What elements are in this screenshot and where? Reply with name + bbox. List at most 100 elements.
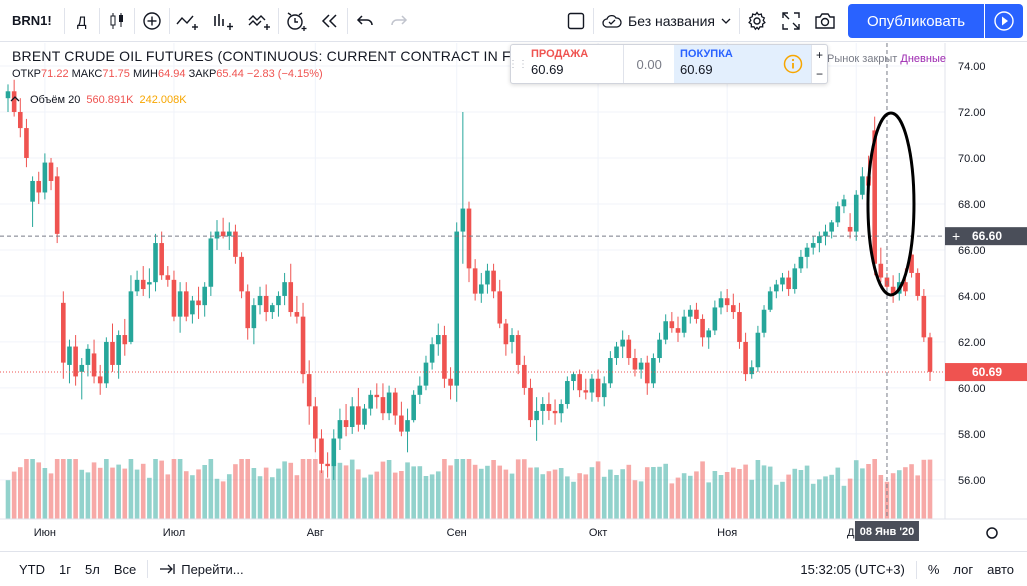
candle-body (386, 392, 392, 414)
candle-body (17, 111, 23, 129)
time-axis[interactable]: ИюнИюлАвгСенОктНояДек08 Янв '20 (0, 518, 1027, 541)
volume-bar (386, 460, 392, 519)
candle-body (700, 318, 705, 338)
candle-body (91, 353, 97, 377)
candle-body (61, 302, 66, 363)
plus-icon[interactable]: + (816, 47, 824, 62)
candle-body (663, 321, 668, 340)
volume-bar (220, 481, 226, 519)
volume-bar (927, 459, 933, 519)
waves-plus-icon (248, 14, 270, 30)
layout-name-menu[interactable]: Без названия (594, 0, 739, 42)
candle-body (878, 263, 884, 278)
financials-button[interactable] (206, 0, 242, 42)
volume-bar (669, 483, 675, 519)
interval-button[interactable]: Д (76, 12, 87, 29)
range-ytd[interactable]: YTD (19, 561, 45, 577)
divider (593, 7, 595, 34)
volume-bar (85, 472, 91, 519)
fullscreen-button[interactable] (774, 0, 808, 42)
minus-icon[interactable]: − (816, 66, 824, 81)
replay-button[interactable] (313, 0, 347, 42)
price-chart[interactable]: 74.00 72.00 70.00 68.00 66.00 64.00 62.00 60.00… (0, 43, 1027, 551)
candle-body (546, 404, 552, 411)
range-1y[interactable]: 1г (59, 561, 71, 577)
volume-bar (233, 464, 238, 519)
volume-bar (165, 474, 171, 519)
candle-body (442, 335, 447, 379)
redo-button[interactable] (382, 0, 416, 42)
range-all[interactable]: Все (113, 561, 137, 577)
symbol-search[interactable]: BRN1! (12, 12, 52, 28)
indicators-button[interactable] (170, 0, 206, 42)
candle-body (485, 270, 490, 285)
candle-body (921, 295, 927, 338)
candle-body (835, 206, 841, 223)
auto-toggle[interactable]: авто (987, 562, 1014, 577)
sell-button[interactable]: ПРОДАЖА 60.69 (525, 45, 625, 83)
quantity-stepper: + − (811, 45, 827, 83)
candle-body (325, 463, 330, 467)
buy-button[interactable]: ПОКУПКА 60.69 (674, 45, 776, 83)
candle-body (36, 180, 42, 193)
info-button[interactable] (775, 45, 812, 83)
goto-date-label: Перейти... (181, 561, 244, 577)
last-price-label: 60.69 (972, 365, 1002, 379)
volume-bar (214, 478, 220, 519)
volume-bar (282, 461, 287, 519)
plus-circle-icon (143, 11, 161, 30)
volume-bar (17, 467, 23, 519)
volume-bar (79, 469, 85, 519)
volume-bar (405, 462, 410, 519)
volume-bar (411, 466, 416, 519)
volume-bar (595, 461, 601, 519)
price-tick-label: 60.00 (958, 383, 986, 395)
candle-body (681, 316, 687, 333)
volume-bar (804, 465, 810, 519)
percent-toggle[interactable]: % (927, 562, 940, 577)
volume-bar (651, 467, 656, 519)
volume-bar (866, 464, 871, 519)
publish-button[interactable]: Опубликовать (848, 4, 984, 38)
goto-date-button[interactable]: Перейти... (152, 562, 250, 577)
square-icon (567, 12, 585, 29)
volume-bar (226, 474, 232, 519)
divider (98, 7, 100, 34)
alert-button[interactable] (279, 0, 313, 42)
candle-body (460, 208, 466, 232)
symbol-title: BRENT CRUDE OIL FUTURES (CONTINUOUS: CUR… (12, 48, 515, 64)
chart-style-button[interactable] (100, 0, 134, 42)
snapshot-button[interactable] (808, 0, 842, 42)
close-label: ЗАКР (188, 68, 217, 80)
volume-bar (675, 477, 681, 519)
templates-button[interactable] (242, 0, 278, 42)
candle-body (165, 275, 171, 280)
volume-bar (472, 464, 478, 519)
volume-bar (478, 468, 484, 519)
compare-button[interactable] (135, 0, 169, 42)
candle-body (368, 394, 373, 409)
price-axis[interactable]: 74.00 72.00 70.00 68.00 66.00 64.00 62.00 60.00… (944, 43, 1027, 519)
candle-body (5, 91, 11, 99)
indicators-icon (176, 15, 198, 30)
rewind-icon (321, 13, 337, 28)
volume-value: 560.891K (86, 94, 134, 106)
volume-bar (313, 459, 318, 519)
volume-bar (48, 473, 54, 519)
range-5y[interactable]: 5л (84, 561, 100, 577)
axis-settings-gear-icon[interactable] (986, 527, 998, 539)
volume-bar (177, 459, 183, 519)
settings-button[interactable] (740, 0, 774, 42)
clock-time[interactable]: 15:32:05 (UTC+3) (800, 562, 905, 577)
collapse-legend-button[interactable] (0, 94, 30, 106)
log-toggle[interactable]: лог (953, 562, 974, 577)
volume-bar (583, 474, 589, 519)
candle-body (104, 341, 109, 384)
candle-body (595, 378, 601, 398)
layout-button[interactable] (559, 0, 593, 42)
publish-menu-button[interactable] (985, 4, 1023, 38)
volume-bar (558, 468, 564, 519)
drag-handle[interactable]: ⋮⋮ (508, 58, 528, 70)
low-label: МИН (132, 68, 158, 80)
undo-button[interactable] (348, 0, 382, 42)
